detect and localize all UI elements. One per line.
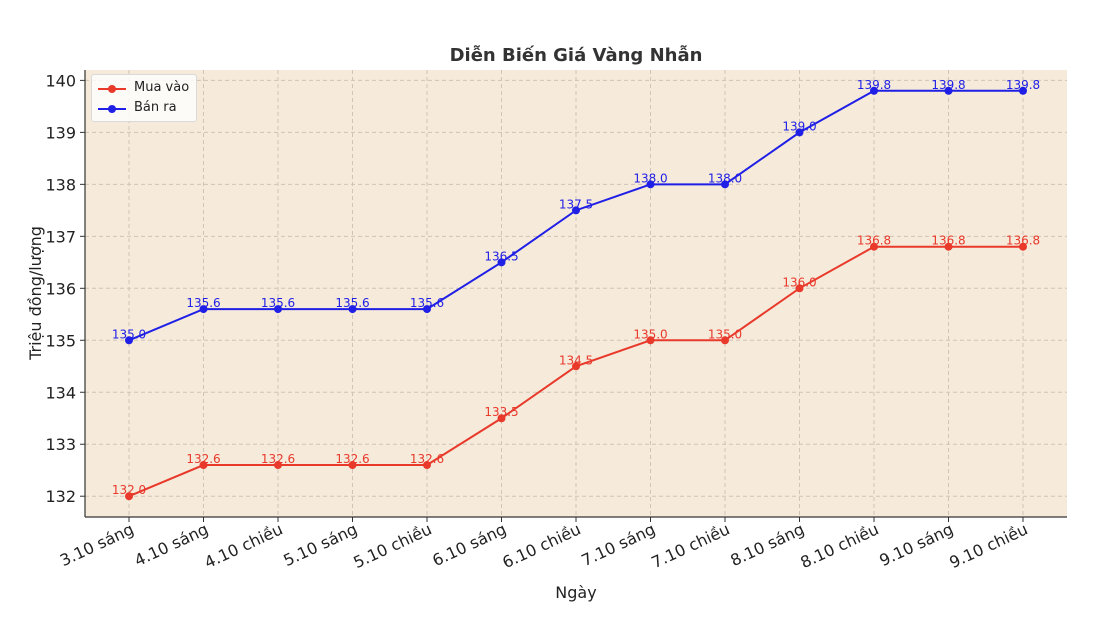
data-label: 135.0 — [112, 327, 146, 341]
legend-marker-ban-ra — [108, 105, 116, 113]
y-tick-label: 135 — [45, 331, 76, 350]
data-label: 136.0 — [782, 275, 816, 289]
legend: Mua vào Bán ra — [91, 74, 197, 122]
data-point — [795, 284, 804, 293]
y-tick-label: 136 — [45, 279, 76, 298]
chart-title: Diễn Biến Giá Vàng Nhẫn — [450, 44, 703, 66]
data-point — [944, 242, 953, 251]
x-tick-label: 8.10 sáng — [727, 519, 807, 570]
y-axis-label: Triệu đồng/lượng — [26, 226, 45, 361]
data-label: 139.8 — [857, 78, 891, 92]
data-point — [497, 258, 506, 267]
data-label: 139.8 — [931, 78, 965, 92]
x-tick-label: 3.10 sáng — [57, 519, 137, 570]
legend-item-mua-vao: Mua vào — [92, 78, 198, 98]
grid — [85, 70, 1067, 517]
data-point — [870, 242, 878, 251]
y-tick-label: 140 — [45, 71, 76, 90]
x-tick-label: 4.10 chiều — [201, 519, 285, 572]
x-axis-label: Ngày — [555, 583, 596, 602]
data-point — [125, 336, 133, 345]
y-tick-label: 137 — [45, 227, 76, 246]
x-tick-label: 7.10 sáng — [578, 519, 658, 570]
data-label: 135.6 — [410, 296, 444, 310]
data-label: 133.5 — [484, 405, 518, 419]
data-point — [348, 461, 357, 470]
legend-label-mua-vao: Mua vào — [134, 80, 190, 95]
x-tick-label: 9.10 chiều — [946, 519, 1030, 572]
data-label: 132.6 — [186, 452, 220, 466]
data-point — [721, 336, 729, 345]
data-point — [125, 492, 133, 501]
data-point — [348, 305, 357, 314]
data-point — [572, 362, 580, 371]
y-tick-label: 133 — [45, 435, 76, 454]
data-label: 136.8 — [931, 234, 965, 248]
data-point — [646, 336, 655, 345]
y-tick-label: 138 — [45, 175, 76, 194]
y-tick-label: 132 — [45, 487, 76, 506]
data-point — [423, 305, 431, 314]
data-label: 136.8 — [1006, 234, 1040, 248]
data-label: 135.6 — [335, 296, 369, 310]
data-point — [274, 461, 282, 470]
legend-marker-mua-vao — [108, 85, 116, 93]
x-tick-label: 8.10 chiều — [797, 519, 881, 572]
data-point — [721, 180, 729, 189]
legend-item-ban-ra: Bán ra — [92, 98, 198, 118]
data-point — [199, 305, 208, 314]
legend-label-ban-ra: Bán ra — [134, 100, 177, 115]
data-point — [497, 414, 506, 423]
x-tick-label: 5.10 sáng — [280, 519, 360, 570]
data-label: 132.6 — [261, 452, 295, 466]
data-label: 135.6 — [186, 296, 220, 310]
data-label: 132.0 — [112, 483, 146, 497]
data-point — [1019, 86, 1027, 95]
data-label: 132.6 — [335, 452, 369, 466]
data-point — [572, 206, 580, 215]
data-label: 135.0 — [633, 327, 667, 341]
data-label: 135.0 — [708, 327, 742, 341]
data-label: 139.8 — [1006, 78, 1040, 92]
data-point — [944, 86, 953, 95]
x-tick-label: 6.10 sáng — [429, 519, 509, 570]
y-tick-label: 139 — [45, 123, 76, 142]
data-label: 139.0 — [782, 119, 816, 133]
data-point — [646, 180, 655, 189]
data-label: 138.0 — [633, 171, 667, 185]
data-label: 138.0 — [708, 171, 742, 185]
data-label: 135.6 — [261, 296, 295, 310]
data-labels: 132.0 132.6 132.6 132.6 132.6 133.5 134.5 135.0… — [112, 78, 1040, 497]
data-label: 136.8 — [857, 234, 891, 248]
data-point — [199, 461, 208, 470]
series — [125, 86, 1027, 501]
y-tick-label: 134 — [45, 383, 76, 402]
data-point — [795, 128, 804, 137]
data-point — [274, 305, 282, 314]
data-point — [1019, 242, 1027, 251]
data-label: 136.5 — [484, 249, 518, 263]
x-tick-label: 4.10 sáng — [131, 519, 211, 570]
x-tick-label: 6.10 chiều — [499, 519, 583, 572]
x-tick-label: 9.10 sáng — [876, 519, 956, 570]
data-label: 132.6 — [410, 452, 444, 466]
data-point — [870, 86, 878, 95]
x-tick-label: 5.10 chiều — [350, 519, 434, 572]
x-tick-label: 7.10 chiều — [648, 519, 732, 572]
data-point — [423, 461, 431, 470]
data-label: 134.5 — [559, 353, 593, 367]
data-label: 137.5 — [559, 197, 593, 211]
